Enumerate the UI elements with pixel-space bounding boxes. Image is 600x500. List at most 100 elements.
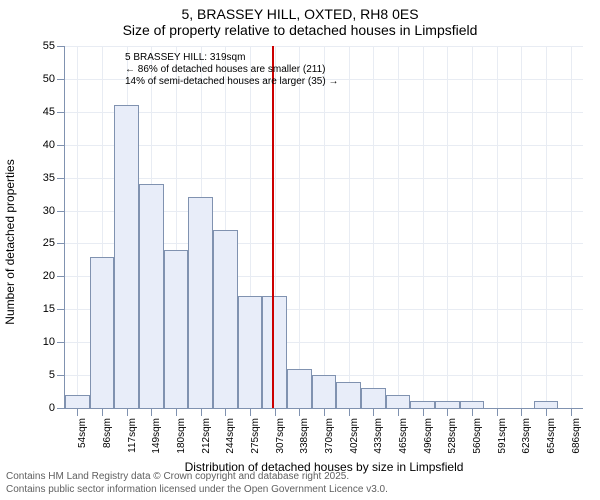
y-tick-label: 55 [43,40,55,52]
x-tick-label: 307sqm [275,418,286,454]
x-tick-label: 402sqm [349,418,360,454]
grid-vertical [299,46,300,408]
x-tick-label: 117sqm [127,418,138,453]
x-tick-label: 244sqm [225,418,236,454]
histogram-bar [65,395,90,408]
grid-vertical [324,46,325,408]
x-tick-label: 528sqm [447,418,458,454]
histogram-bar [90,257,115,408]
y-tick [57,145,65,146]
grid-vertical [423,46,424,408]
x-tick [299,408,300,416]
grid-vertical [472,46,473,408]
histogram-bar [287,369,312,408]
x-tick-label: 86sqm [102,418,113,448]
y-tick [57,342,65,343]
x-tick [127,408,128,416]
grid-vertical [77,46,78,408]
x-tick-label: 275sqm [250,418,261,454]
x-tick-label: 591sqm [497,418,508,454]
y-tick-label: 35 [43,172,55,184]
histogram-bar [238,296,263,408]
y-tick [57,309,65,310]
y-tick [57,211,65,212]
grid-vertical [571,46,572,408]
y-tick-label: 50 [43,73,55,85]
histogram-bar [114,105,139,408]
x-tick [102,408,103,416]
y-tick-label: 40 [43,139,55,151]
x-tick-label: 623sqm [521,418,532,454]
chart-area: Number of detached properties Distributi… [46,46,582,438]
x-tick-label: 433sqm [373,418,384,454]
x-tick [324,408,325,416]
y-tick [57,46,65,47]
x-tick [373,408,374,416]
x-tick [546,408,547,416]
reference-line [272,46,274,408]
grid-vertical [546,46,547,408]
y-tick [57,276,65,277]
x-tick [250,408,251,416]
histogram-bar [410,401,435,408]
y-tick-label: 20 [43,270,55,282]
x-tick-label: 560sqm [472,418,483,454]
x-tick [398,408,399,416]
x-tick-label: 212sqm [201,418,212,454]
x-tick [176,408,177,416]
x-tick [447,408,448,416]
x-tick [472,408,473,416]
title-line1: 5, BRASSEY HILL, OXTED, RH8 0ES [0,6,600,22]
grid-vertical [497,46,498,408]
x-tick-label: 686sqm [571,418,582,454]
y-tick-label: 5 [49,369,55,381]
histogram-bar [312,375,337,408]
annotation-line: 5 BRASSEY HILL: 319sqm [125,52,245,63]
y-tick-label: 15 [43,303,55,315]
histogram-bar [460,401,485,408]
x-tick [497,408,498,416]
y-tick [57,79,65,80]
histogram-bar [188,197,213,408]
plot-region: Distribution of detached houses by size … [64,46,583,409]
x-tick-label: 180sqm [176,418,187,454]
y-tick-label: 45 [43,106,55,118]
x-tick [521,408,522,416]
y-tick [57,178,65,179]
histogram-bar [139,184,164,408]
histogram-bar [386,395,411,408]
x-tick-label: 54sqm [77,418,88,448]
chart-container: 5, BRASSEY HILL, OXTED, RH8 0ES Size of … [0,0,600,500]
histogram-bar [361,388,386,408]
y-tick [57,112,65,113]
annotation-line: 14% of semi-detached houses are larger (… [125,76,338,87]
footer-line2: Contains public sector information licen… [6,484,388,497]
histogram-bar [164,250,189,408]
grid-vertical [447,46,448,408]
y-axis-label: Number of detached properties [3,159,17,324]
attribution-footer: Contains HM Land Registry data © Crown c… [6,471,388,496]
histogram-bar [534,401,559,408]
x-tick [423,408,424,416]
x-tick [571,408,572,416]
y-tick-label: 10 [43,336,55,348]
y-tick-label: 25 [43,237,55,249]
footer-line1: Contains HM Land Registry data © Crown c… [6,471,388,484]
y-tick [57,408,65,409]
histogram-bar [262,296,287,408]
x-tick-label: 338sqm [299,418,310,454]
histogram-bar [336,382,361,408]
y-tick-label: 30 [43,205,55,217]
x-tick [77,408,78,416]
grid-vertical [373,46,374,408]
x-tick [275,408,276,416]
x-tick-label: 496sqm [423,418,434,454]
y-tick [57,375,65,376]
x-tick-label: 149sqm [151,418,162,454]
title-line2: Size of property relative to detached ho… [0,22,600,38]
x-tick-label: 465sqm [398,418,409,454]
grid-vertical [398,46,399,408]
annotation-line: ← 86% of detached houses are smaller (21… [125,64,325,75]
x-tick [225,408,226,416]
histogram-bar [435,401,460,408]
